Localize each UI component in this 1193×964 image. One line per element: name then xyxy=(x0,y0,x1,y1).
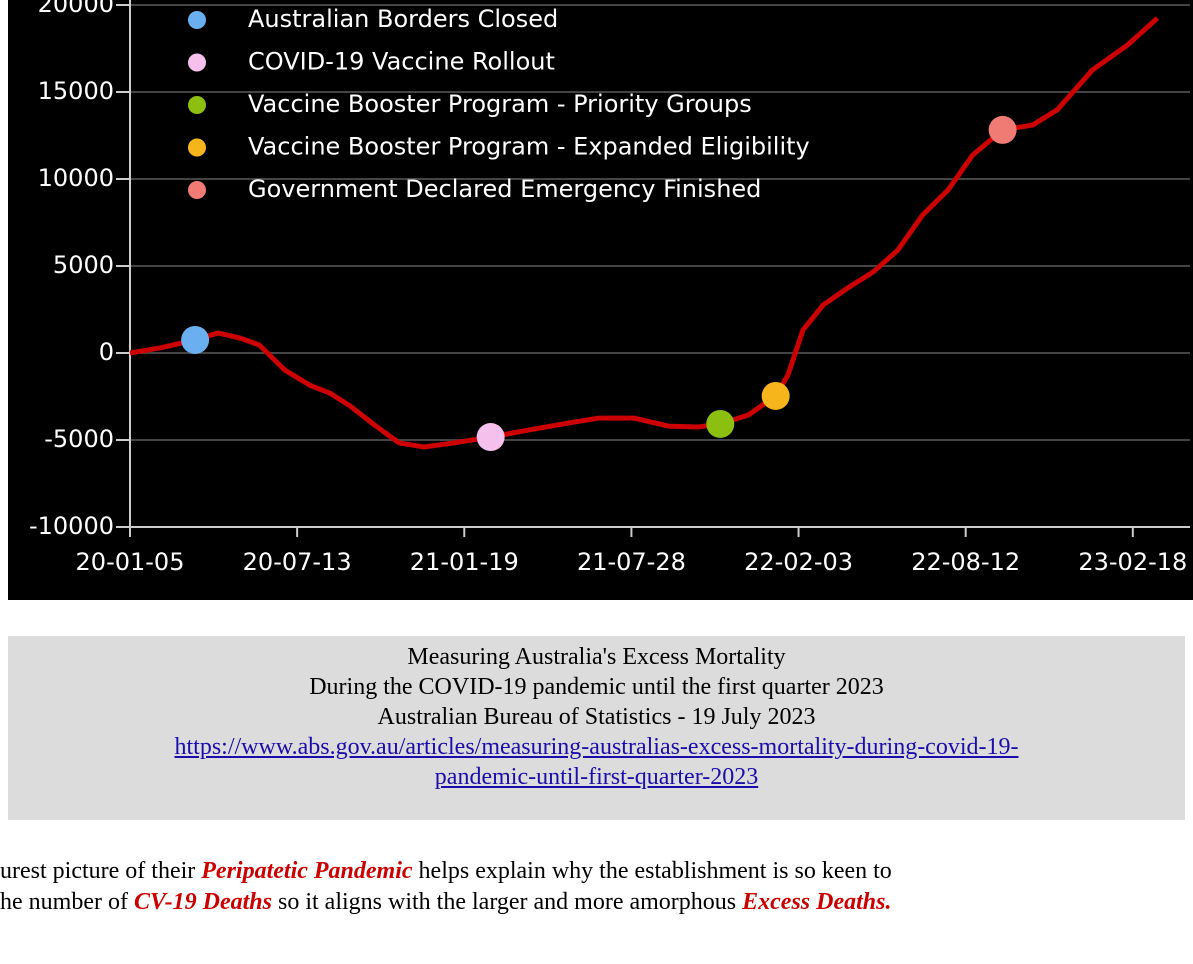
event-marker xyxy=(476,423,505,452)
x-tick-label: 20-07-13 xyxy=(243,548,352,576)
legend-label: Vaccine Booster Program - Priority Group… xyxy=(248,90,752,118)
legend-label: Government Declared Emergency Finished xyxy=(248,175,761,203)
y-tick-label: 15000 xyxy=(38,77,114,105)
legend-swatch xyxy=(188,11,206,29)
event-marker xyxy=(706,409,735,438)
chart: -10000 -5000 0 5000 10000 15000 20000 20-01-05 2… xyxy=(8,0,1193,600)
event-marker xyxy=(181,325,210,354)
text-run: so it aligns with the larger and more am… xyxy=(272,889,743,915)
caption: Measuring Australia's Excess Mortality D… xyxy=(8,636,1185,820)
event-marker xyxy=(988,115,1017,144)
text-run: urest picture of their xyxy=(0,858,202,884)
y-tick-label: 5000 xyxy=(53,251,114,279)
paragraph-line: urest picture of their Peripatetic Pande… xyxy=(0,856,892,887)
legend-label: Vaccine Booster Program - Expanded Eligi… xyxy=(248,133,810,161)
x-tick-label: 22-08-12 xyxy=(911,548,1020,576)
paragraph-line: he number of CV-19 Deaths so it aligns w… xyxy=(0,887,892,918)
legend-label: COVID-19 Vaccine Rollout xyxy=(248,48,555,76)
emphasis: CV-19 Deaths xyxy=(133,889,272,915)
legend-swatch xyxy=(188,96,206,114)
legend-swatch xyxy=(188,181,206,199)
text-run: he number of xyxy=(0,889,134,915)
x-tick-label: 22-02-03 xyxy=(744,548,853,576)
x-tick-label: 21-01-19 xyxy=(410,548,519,576)
link-line[interactable]: https://www.abs.gov.au/articles/measurin… xyxy=(174,734,1019,760)
caption-line: During the COVID-19 pandemic until the f… xyxy=(309,674,884,700)
x-tick-label: 23-02-18 xyxy=(1078,548,1187,576)
x-tick-label: 21-07-28 xyxy=(577,548,686,576)
y-tick-label: 0 xyxy=(99,338,114,366)
link-line[interactable]: pandemic-until-first-quarter-2023 xyxy=(434,764,759,790)
y-tick-label: 10000 xyxy=(38,164,114,192)
caption-line: Measuring Australia's Excess Mortality xyxy=(407,644,786,670)
y-tick-label: -5000 xyxy=(44,425,114,453)
legend-swatch xyxy=(188,138,206,157)
emphasis: Excess Deaths. xyxy=(742,889,892,915)
legend-label: Australian Borders Closed xyxy=(248,5,558,33)
text-run: helps explain why the establishment is s… xyxy=(412,858,892,884)
x-tick-label: 20-01-05 xyxy=(76,548,185,576)
event-marker xyxy=(761,381,790,410)
y-tick-label: -10000 xyxy=(29,512,114,540)
paragraph: urest picture of their Peripatetic Pande… xyxy=(0,856,892,918)
data-line xyxy=(129,16,1160,450)
caption-line: Australian Bureau of Statistics - 19 Jul… xyxy=(377,704,816,730)
y-tick-label: 20000 xyxy=(38,0,114,18)
source-link[interactable]: https://www.abs.gov.au/articles/measurin… xyxy=(8,732,1185,792)
emphasis: Peripatetic Pandemic xyxy=(201,858,413,884)
legend-swatch xyxy=(188,53,206,72)
